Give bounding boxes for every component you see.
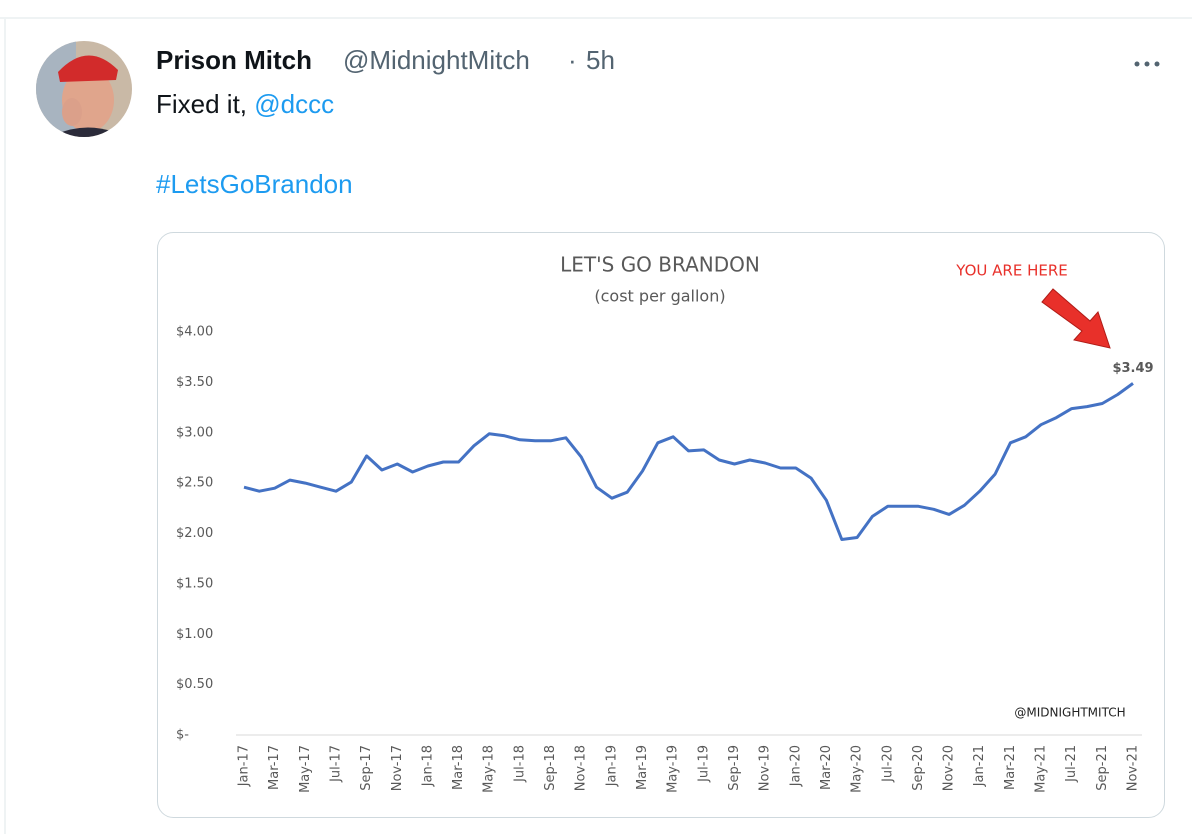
- x-tick-label: Sep-19: [727, 745, 742, 791]
- x-tick-label: Sep-21: [1095, 745, 1110, 791]
- x-tick-label: Nov-20: [942, 745, 957, 791]
- chart: LET'S GO BRANDON (cost per gallon) YOU A…: [176, 253, 1154, 793]
- x-tick-label: May-18: [482, 745, 497, 793]
- chart-subtitle: (cost per gallon): [594, 287, 725, 306]
- watermark: @MIDNIGHTMITCH: [1014, 706, 1125, 720]
- x-tick-label: Sep-17: [359, 745, 374, 791]
- chart-title: LET'S GO BRANDON: [560, 253, 760, 277]
- y-tick-label: $3.00: [176, 425, 213, 440]
- x-tick-label: May-17: [298, 745, 313, 793]
- more-menu[interactable]: [1134, 61, 1160, 67]
- x-tick-label: Jan-21: [972, 745, 987, 787]
- arrow: [1041, 288, 1111, 349]
- handle[interactable]: @MidnightMitch: [343, 45, 530, 75]
- x-tick-label: Mar-19: [635, 745, 650, 790]
- x-tick-label: Jul-18: [512, 745, 527, 783]
- line: [243, 382, 1134, 541]
- x-tick-label: Jan-20: [788, 745, 803, 787]
- data-label: $3.49: [1112, 361, 1153, 376]
- author-name[interactable]: Prison Mitch: [156, 45, 312, 75]
- x-tick-label: May-19: [666, 745, 681, 793]
- avatar[interactable]: [36, 41, 132, 137]
- x-tick-label: Nov-19: [758, 745, 773, 791]
- media-frame[interactable]: [157, 232, 1165, 818]
- x-tick-label: Jul-21: [1064, 745, 1079, 783]
- x-tick-label: Jul-19: [696, 745, 711, 783]
- y-tick-label: $2.50: [176, 476, 213, 491]
- y-tick-label: $-: [176, 728, 189, 743]
- y-tick-label: $1.00: [176, 627, 213, 642]
- x-tick-label: Jan-19: [604, 745, 619, 787]
- x-tick-label: May-20: [850, 745, 865, 793]
- x-tick-label: Nov-17: [390, 745, 405, 791]
- x-tick-label: Mar-17: [267, 745, 282, 790]
- y-tick-label: $2.00: [176, 526, 213, 541]
- x-tick-label: Jan-18: [420, 745, 435, 787]
- x-tick-label: May-21: [1034, 745, 1049, 793]
- x-tick-label: Jul-20: [880, 745, 895, 783]
- x-tick-label: Jan-17: [237, 745, 252, 787]
- x-tick-label: Mar-18: [451, 745, 466, 790]
- x-tick-label: Nov-21: [1126, 745, 1141, 791]
- y-tick-label: $0.50: [176, 677, 213, 692]
- annotation: YOU ARE HERE: [955, 262, 1067, 280]
- x-tick-label: Mar-21: [1003, 745, 1018, 790]
- separator: ·: [568, 45, 577, 75]
- tweet-text: Fixed it,: [156, 89, 254, 119]
- x-tick-label: Sep-20: [911, 745, 926, 791]
- timestamp[interactable]: 5h: [586, 45, 615, 75]
- mention[interactable]: @dccc: [254, 89, 334, 119]
- y-tick-label: $4.00: [176, 325, 213, 340]
- x-tick-label: Sep-18: [543, 745, 558, 791]
- y-tick-label: $3.50: [176, 375, 213, 390]
- y-tick-label: $1.50: [176, 576, 213, 591]
- x-tick-label: Jul-17: [328, 745, 343, 783]
- x-tick-label: Nov-18: [574, 745, 589, 791]
- x-tick-label: Mar-20: [819, 745, 834, 790]
- hashtag[interactable]: #LetsGoBrandon: [156, 169, 353, 199]
- tweet-text: Fixed it, @dccc: [156, 89, 334, 119]
